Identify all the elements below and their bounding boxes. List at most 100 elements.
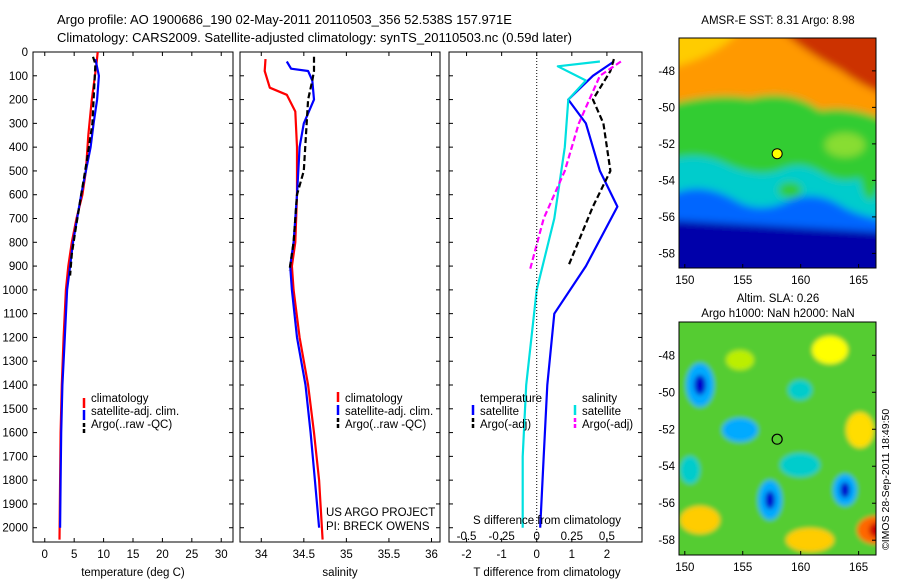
y-tick-label: 2000: [2, 523, 28, 535]
map-x-tick-label: 150: [675, 275, 694, 287]
figure-title-line2: Climatology: CARS2009. Satellite-adjuste…: [57, 30, 572, 45]
sst-map-image: [679, 38, 876, 268]
y-tick-label: 500: [9, 166, 28, 178]
y-tick-label: 700: [9, 214, 28, 226]
map-x-tick-label: 160: [791, 562, 810, 574]
map-y-tick-label: -52: [658, 139, 675, 151]
series-line-s-argo-adj: [528, 60, 622, 272]
series-line-t-argo-adj: [567, 58, 615, 267]
legend-label-s-argo: Argo(-adj): [582, 419, 633, 431]
y-tick-label: 900: [9, 261, 28, 273]
map-y-tick-label: -50: [658, 102, 675, 114]
difference-panel-frame: [448, 51, 643, 543]
y-tick-label: 1100: [3, 309, 28, 321]
map-x-tick-label: 155: [733, 275, 752, 287]
x-tick-label-salinity: 0.5: [599, 531, 615, 543]
y-tick-label: 300: [9, 118, 28, 130]
y-tick-label: 1500: [2, 404, 28, 416]
x-tick-label: -1: [497, 549, 507, 561]
salinity-xlabel: salinity: [322, 567, 357, 579]
legend-label-argo: Argo(..raw -QC): [91, 419, 172, 431]
sst-map-axes: 150 155 160 165 -48 -50 -52 -54 -56 -58: [658, 66, 876, 287]
y-tick-label: 1700: [2, 451, 28, 463]
map-y-tick-label: -52: [658, 424, 675, 436]
x-tick-label: 34.5: [293, 549, 315, 561]
map-x-tick-label: 165: [849, 275, 868, 287]
x-tick-label-salinity: 0.25: [561, 531, 583, 543]
project-credit: US ARGO PROJECT: [326, 507, 435, 519]
argo-location-marker: [771, 433, 783, 445]
y-tick-label: 400: [9, 142, 28, 154]
sst-map-title: AMSR-E SST: 8.31 Argo: 8.98: [701, 15, 854, 27]
map-y-tick-label: -54: [658, 175, 675, 187]
temperature-xlabel: temperature (deg C): [81, 567, 185, 579]
map-y-tick-label: -56: [658, 498, 675, 510]
x-tick-label: 15: [127, 549, 140, 561]
pi-credit: PI: BRECK OWENS: [326, 521, 430, 533]
y-tick-label: 1300: [2, 356, 28, 368]
series-line-satellite-adj-clim: [59, 58, 100, 528]
legend-label-satellite: satellite-adj. clim.: [91, 406, 179, 418]
map-y-tick-label: -58: [658, 248, 675, 260]
x-tick-label-salinity: -0.25: [489, 531, 515, 543]
argo-location-marker: [771, 148, 783, 160]
sla-map-subtitle: Argo h1000: NaN h2000: NaN: [701, 308, 854, 320]
legend-label-t-satellite: satellite: [480, 406, 519, 418]
series-line-argo-raw-qc: [288, 56, 316, 271]
difference-xlabel-temperature: T difference from climatology: [473, 567, 620, 579]
temperature-panel-frame: [32, 51, 234, 543]
x-tick-label: 1: [569, 549, 575, 561]
salinity-legend: climatology satellite-adj. clim. Argo(..…: [336, 392, 433, 431]
legend-label-t-argo: Argo(-adj): [480, 419, 531, 431]
map-x-tick-label: 150: [675, 562, 694, 574]
x-tick-label-salinity: 0: [534, 531, 540, 543]
y-tick-label: 0: [22, 47, 28, 59]
copyright-stamp: ©IMOS 28-Sep-2011 18:49:50: [880, 409, 892, 550]
y-tick-label: 1200: [2, 332, 28, 344]
temperature-legend: climatology satellite-adj. clim. Argo(..…: [82, 393, 179, 433]
x-tick-label: 25: [185, 549, 198, 561]
x-tick-label: 2: [604, 549, 610, 561]
x-tick-label: 0: [534, 549, 540, 561]
x-tick-label: 34: [255, 549, 268, 561]
sst-map-frame: [678, 37, 877, 269]
salinity-panel-frame: [239, 51, 441, 543]
y-tick-label: 800: [9, 237, 28, 249]
x-tick-label: 30: [215, 549, 228, 561]
y-tick-label: 1000: [2, 285, 28, 297]
sla-map-title: Altim. SLA: 0.26: [737, 293, 819, 305]
map-x-tick-label: 160: [791, 275, 810, 287]
map-y-tick-label: -48: [658, 66, 675, 78]
legend-label-climatology: climatology: [345, 393, 403, 405]
legend-label-argo: Argo(..raw -QC): [345, 419, 426, 431]
difference-legend: temperature satellite Argo(-adj) salinit…: [471, 393, 633, 431]
y-tick-label: 100: [9, 71, 28, 83]
map-y-tick-label: -56: [658, 212, 675, 224]
legend-label-satellite: satellite-adj. clim.: [345, 406, 433, 418]
x-tick-label: 10: [97, 549, 110, 561]
map-y-tick-label: -58: [658, 535, 675, 547]
x-tick-label: 35.5: [378, 549, 400, 561]
y-tick-label: 600: [9, 190, 28, 202]
series-line-satellite-adj-clim: [285, 60, 321, 528]
x-tick-label: 35: [340, 549, 353, 561]
series-line-argo-raw-qc: [69, 56, 97, 276]
map-y-tick-label: -48: [658, 350, 675, 362]
series-layer: [58, 51, 622, 540]
series-line-climatology: [263, 59, 324, 540]
legend-label-climatology: climatology: [91, 393, 149, 405]
y-tick-label: 1600: [2, 428, 28, 440]
y-tick-label: 200: [9, 95, 28, 107]
y-tick-label: 1900: [2, 499, 28, 511]
y-tick-label: 1800: [2, 475, 28, 487]
map-y-tick-label: -50: [658, 387, 675, 399]
x-tick-label: 36: [425, 549, 438, 561]
axes-layer: 0 5 10 15 20 25 300100200300400500600700800900…: [2, 47, 642, 561]
x-tick-label-salinity: -0.5: [457, 531, 477, 543]
map-y-tick-label: -54: [658, 461, 675, 473]
sla-map-image: [679, 322, 876, 555]
x-tick-label: 20: [156, 549, 169, 561]
x-tick-label: -2: [461, 549, 471, 561]
sla-map-axes: 150 155 160 165 -48 -50 -52 -54 -56 -58: [658, 350, 876, 574]
